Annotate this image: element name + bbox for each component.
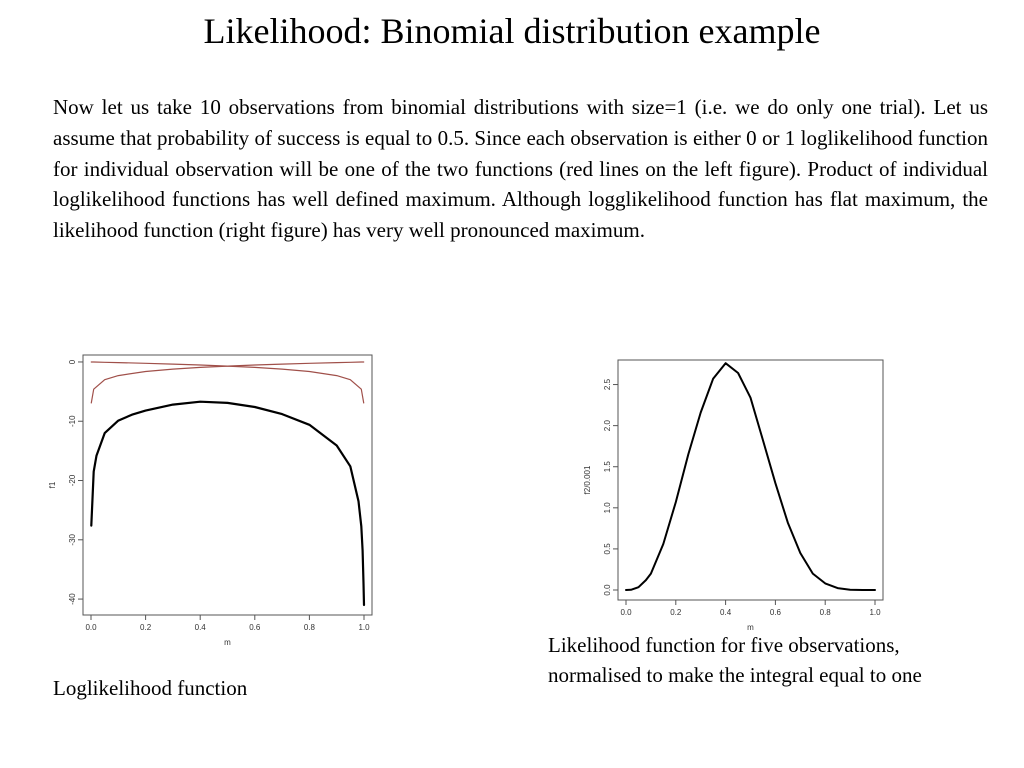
- x-axis-label: m: [224, 638, 231, 647]
- y-axis-label: f1: [48, 481, 57, 488]
- x-tick-label: 0.8: [820, 608, 832, 617]
- x-tick-label: 0.0: [620, 608, 632, 617]
- x-tick-label: 0.4: [720, 608, 732, 617]
- likelihood-plot: 0.0 0.2 0.4 0.6 0.8 1.0 0.0 0.5 1.0 1.5 2.0 2.5 m f2/…: [583, 359, 884, 632]
- y-tick-label: 1.5: [603, 461, 612, 473]
- y-tick-label: -30: [68, 533, 77, 545]
- y-tick-label: 2.5: [603, 378, 612, 390]
- x-tick-label: 0.2: [140, 623, 152, 632]
- x-tick-label: 0.6: [770, 608, 782, 617]
- loglikelihood-plot: 0.0 0.2 0.4 0.6 0.8 1.0 0 -10 -20 -30 -40 m f1: [48, 354, 373, 647]
- plot-frame: [82, 354, 373, 616]
- x-tick-label: 1.0: [358, 623, 370, 632]
- individual-loglik-line: [90, 361, 365, 404]
- x-tick-label: 0.0: [85, 623, 97, 632]
- likelihood-line: [625, 362, 876, 591]
- body-paragraph: Now let us take 10 observations from bin…: [53, 95, 988, 243]
- y-tick-label: 0.0: [603, 584, 612, 596]
- x-axis-label: m: [747, 623, 754, 632]
- y-tick-label: -40: [68, 593, 77, 605]
- y-axis-label: f2/0.001: [583, 465, 592, 494]
- y-tick-label: 2.0: [603, 420, 612, 432]
- slide-title: Likelihood: Binomial distribution exampl…: [203, 11, 821, 51]
- y-tick-label: 1.0: [603, 502, 612, 514]
- x-tick-label: 1.0: [869, 608, 881, 617]
- loglikelihood-caption: Loglikelihood function: [53, 676, 248, 700]
- y-tick-label: 0: [68, 359, 77, 364]
- x-tick-label: 0.2: [670, 608, 682, 617]
- x-tick-label: 0.6: [249, 623, 261, 632]
- likelihood-caption-line1: Likelihood function for five observation…: [548, 633, 900, 657]
- likelihood-caption: Likelihood function for five observation…: [548, 630, 922, 690]
- plot-frame: [617, 359, 884, 601]
- y-tick-label: -20: [68, 474, 77, 486]
- likelihood-caption-line2: normalised to make the integral equal to…: [548, 663, 922, 687]
- y-tick-label: 0.5: [603, 543, 612, 555]
- individual-loglik-line: [90, 361, 365, 404]
- x-tick-label: 0.8: [304, 623, 316, 632]
- y-tick-label: -10: [68, 415, 77, 427]
- combined-loglik-line: [90, 400, 366, 607]
- x-tick-label: 0.4: [195, 623, 207, 632]
